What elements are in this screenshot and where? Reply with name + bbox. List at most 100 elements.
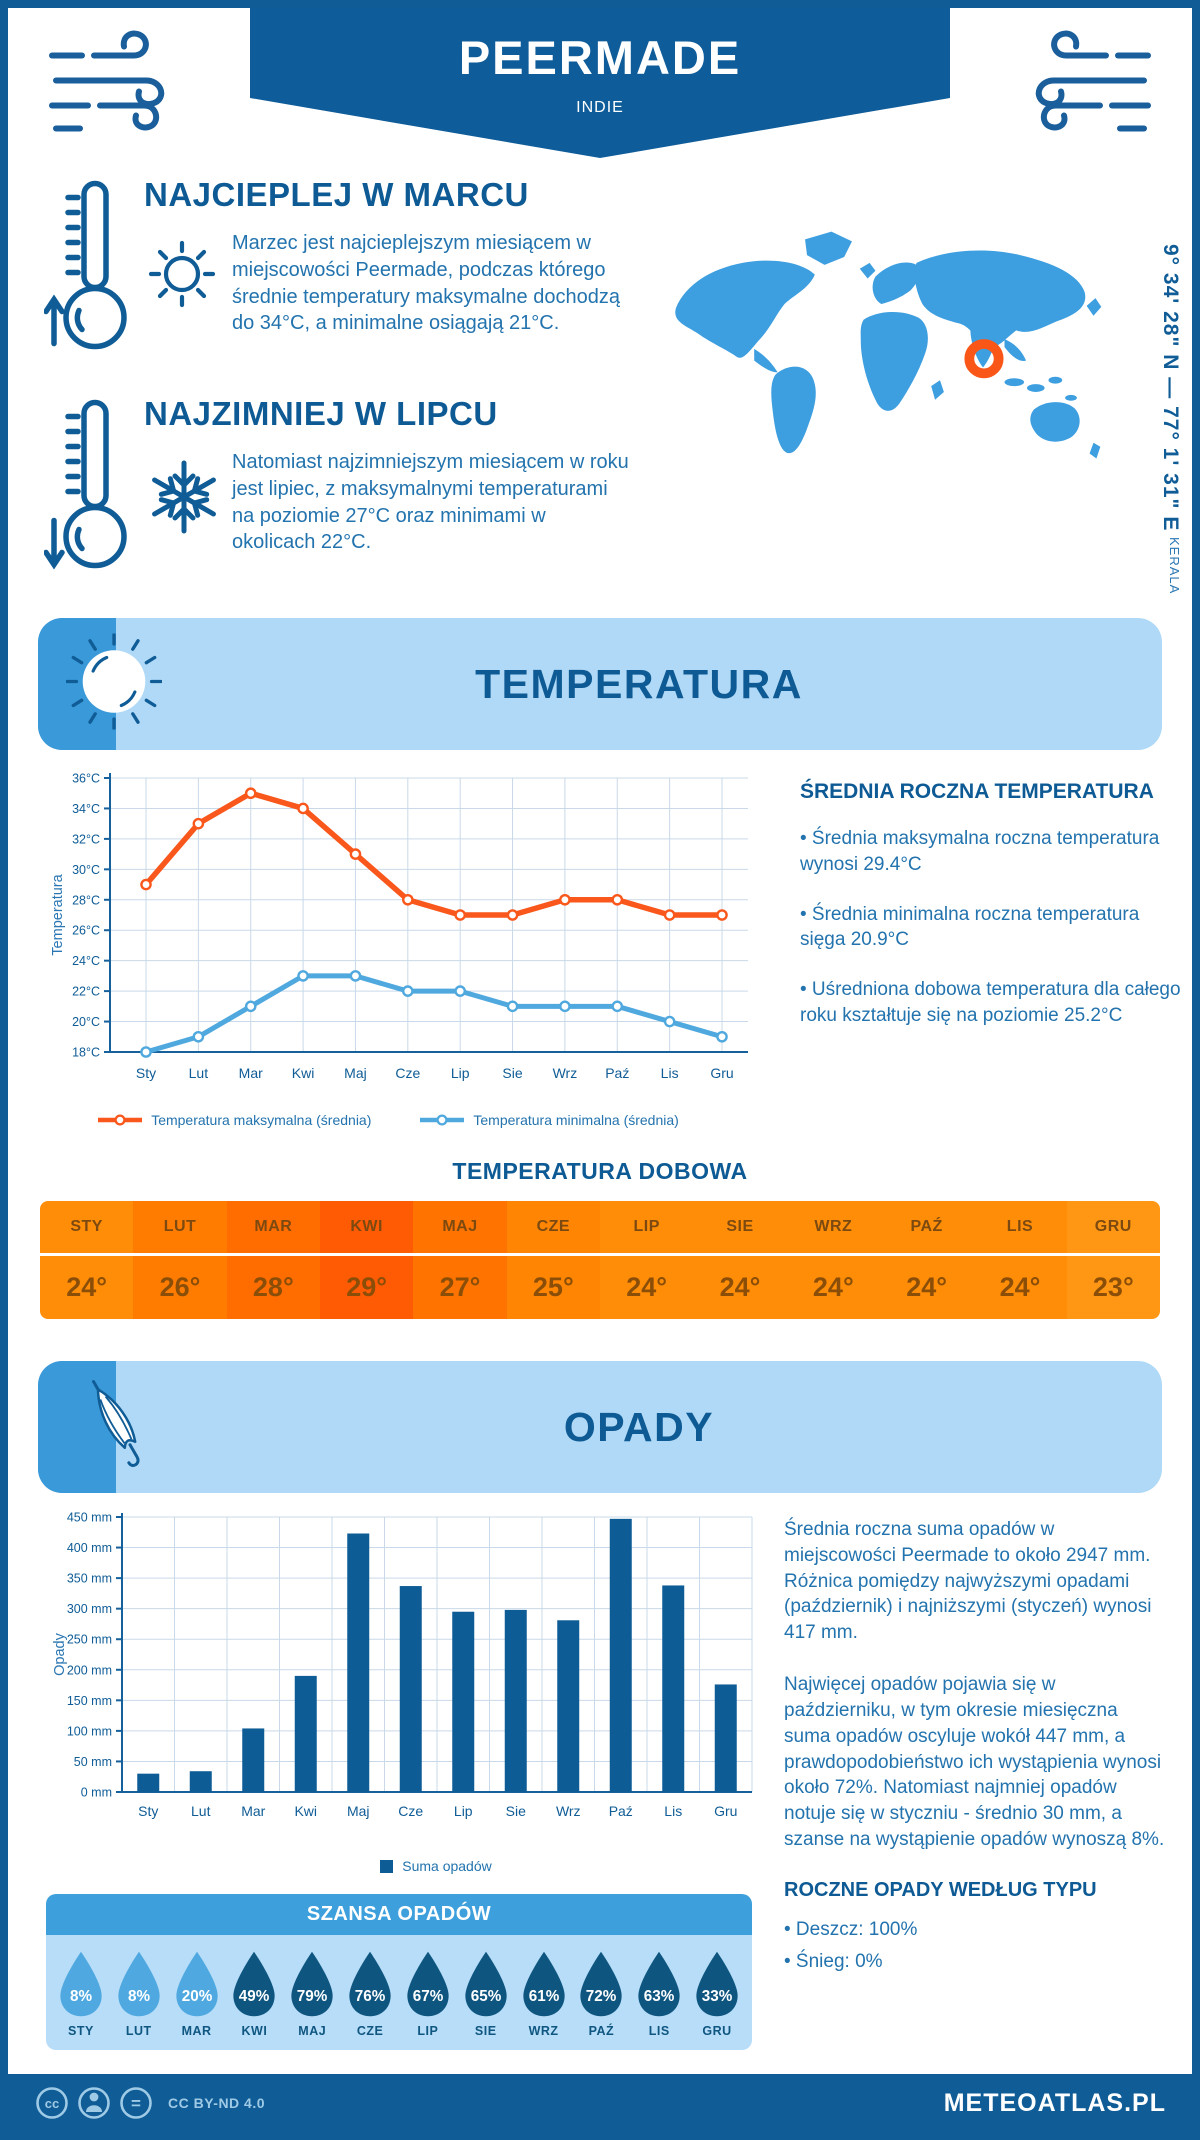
rain-chance-item: 63% LIS — [630, 1949, 688, 2038]
svg-text:67%: 67% — [413, 1988, 444, 2005]
svg-text:Gru: Gru — [714, 1803, 737, 1819]
temperature-section-band: TEMPERATURA — [38, 618, 1162, 750]
temperature-legend: Temperatura maksymalna (średnia) Temperat… — [8, 1112, 768, 1128]
svg-text:20°C: 20°C — [72, 1015, 100, 1029]
map-section: 9° 34' 28" N — 77° 1' 31" E KERALA — [646, 176, 1182, 608]
raindrop-icon: 76% — [349, 1951, 391, 2017]
world-map — [675, 231, 1102, 459]
month-temperature-cell: 26° — [133, 1256, 227, 1319]
rain-chance-drops: 8% STY 8% LUT 20% MAR 49% KWI 79% MAJ 76% CZE 67% LIP… — [46, 1935, 752, 2050]
warmest-title: NAJCIEPLEJ W MARCU — [144, 176, 529, 213]
svg-text:200 mm: 200 mm — [67, 1663, 112, 1677]
svg-text:100 mm: 100 mm — [67, 1724, 112, 1738]
rain-chance-item: 20% MAR — [168, 1949, 226, 2038]
month-header-cell: WRZ — [786, 1201, 880, 1253]
sun-icon — [65, 632, 163, 735]
rain-chance-title: SZANSA OPADÓW — [46, 1894, 752, 1935]
month-temperature-cell: 27° — [413, 1256, 507, 1319]
cc-nd-icon: = — [131, 2094, 141, 2113]
license-label: CC BY-ND 4.0 — [168, 2095, 266, 2111]
precipitation-types-title: ROCZNE OPADY WEDŁUG TYPU — [784, 1878, 1097, 1901]
coordinates-strip: 9° 34' 28" N — 77° 1' 31" E KERALA — [1130, 214, 1182, 608]
svg-text:Sty: Sty — [136, 1065, 156, 1081]
svg-text:26°C: 26°C — [72, 924, 100, 938]
legend-item: Temperatura minimalna (średnia) — [419, 1112, 679, 1128]
svg-text:63%: 63% — [644, 1988, 675, 2005]
month-temperature-cell: 23° — [1066, 1256, 1160, 1319]
rain-chance-item: 33% GRU — [688, 1949, 746, 2038]
svg-text:450 mm: 450 mm — [67, 1511, 112, 1525]
wind-icon — [1004, 24, 1154, 147]
warmest-month-block: NAJCIEPLEJ W MARCU Marzec jest najci — [43, 176, 646, 359]
coldest-month-block: NAJZIMNIEJ W LIPCU Natomiast najzimniejs… — [43, 395, 646, 578]
legend-label: Temperatura minimalna (średnia) — [473, 1112, 679, 1128]
svg-text:Kwi: Kwi — [294, 1803, 317, 1819]
raindrop-icon: 79% — [291, 1951, 333, 2017]
temperature-stats-title: ŚREDNIA ROCZNA TEMPERATURA — [800, 780, 1154, 803]
umbrella-icon — [66, 1377, 162, 1478]
site-name: METEOATLAS.PL — [943, 2088, 1166, 2117]
raindrop-icon: 8% — [118, 1951, 160, 2017]
raindrop-icon: 8% — [60, 1951, 102, 2017]
month-temperature-cell: 25° — [506, 1256, 600, 1319]
month-header-cell: STY — [40, 1201, 134, 1253]
drop-month-label: LIS — [648, 2024, 670, 2038]
drop-month-label: STY — [68, 2024, 94, 2038]
daily-temperature-title: TEMPERATURA DOBOWA — [452, 1158, 748, 1184]
svg-text:61%: 61% — [528, 1988, 559, 2005]
rain-chance-item: 61% WRZ — [515, 1949, 573, 2038]
svg-text:Sie: Sie — [502, 1065, 522, 1081]
svg-text:65%: 65% — [470, 1988, 501, 2005]
rain-chance-panel: SZANSA OPADÓW 8% STY 8% LUT 20% MAR 49% KWI 79% M… — [46, 1894, 752, 2050]
legend-label: Temperatura maksymalna (średnia) — [151, 1112, 372, 1128]
month-header-cell: LIS — [973, 1201, 1067, 1253]
precipitation-type-item: • Śnieg: 0% — [784, 1951, 883, 1973]
temperature-section-title: TEMPERATURA — [475, 660, 803, 707]
svg-text:24°C: 24°C — [72, 954, 100, 968]
svg-text:Lip: Lip — [451, 1065, 470, 1081]
month-temperature-cell: 24° — [600, 1256, 694, 1319]
precipitation-section-title: OPADY — [563, 1403, 715, 1450]
svg-text:Paź: Paź — [609, 1803, 633, 1819]
svg-text:49%: 49% — [239, 1988, 270, 2005]
precipitation-type-item: • Deszcz: 100% — [784, 1918, 918, 1940]
cc-license-icons: cc = — [36, 2087, 152, 2119]
month-temperature-cell: 24° — [693, 1256, 787, 1319]
month-header-cell: SIE — [693, 1201, 787, 1253]
raindrop-icon: 67% — [407, 1951, 449, 2017]
svg-text:350 mm: 350 mm — [67, 1572, 112, 1586]
cc-person-icon — [89, 2092, 99, 2102]
drop-month-label: MAR — [181, 2024, 212, 2038]
month-header-cell: LUT — [133, 1201, 227, 1253]
svg-text:30°C: 30°C — [72, 863, 100, 877]
legend-item: Temperatura maksymalna (średnia) — [97, 1112, 371, 1128]
svg-text:Wrz: Wrz — [553, 1065, 578, 1081]
header: PEERMADE INDIE — [8, 8, 1192, 160]
coldest-title: NAJZIMNIEJ W LIPCU — [144, 395, 498, 432]
intro-section: NAJCIEPLEJ W MARCU Marzec jest najci — [43, 176, 1182, 608]
svg-text:50 mm: 50 mm — [74, 1755, 112, 1769]
rain-chance-item: 76% CZE — [341, 1949, 399, 2038]
precipitation-text: Średnia roczna suma opadów w miejscowośc… — [784, 1507, 1166, 2050]
month-header-cell: MAR — [226, 1201, 320, 1253]
drop-month-label: GRU — [702, 2024, 732, 2038]
svg-text:34°C: 34°C — [72, 802, 100, 816]
svg-text:400 mm: 400 mm — [67, 1541, 112, 1555]
footer: cc = CC BY-ND 4.0 METEOATLAS.PL — [8, 2074, 1192, 2132]
precipitation-row: 0 mm 50 mm 100 mm 150 mm 200 mm 250 mm 300 mm 3… — [46, 1507, 1192, 2050]
stat-item: • Średnia minimalna roczna temperatura s… — [800, 903, 1140, 951]
svg-text:8%: 8% — [128, 1988, 150, 2005]
svg-text:Lut: Lut — [189, 1065, 209, 1081]
svg-text:Maj: Maj — [344, 1065, 367, 1081]
drop-month-label: WRZ — [528, 2024, 559, 2038]
month-temperature-cell: 29° — [320, 1256, 414, 1319]
band-accent — [38, 1361, 116, 1493]
svg-text:72%: 72% — [586, 1988, 617, 2005]
coldest-text: Natomiast najzimniejszym miesiącem w rok… — [232, 451, 629, 554]
svg-text:Sie: Sie — [506, 1803, 526, 1819]
drop-month-label: LIP — [417, 2024, 439, 2038]
page-subtitle: INDIE — [576, 99, 624, 116]
precipitation-paragraph: Średnia roczna suma opadów w miejscowośc… — [784, 1519, 1152, 1644]
svg-text:Lut: Lut — [191, 1803, 211, 1819]
raindrop-icon: 72% — [580, 1951, 623, 2017]
